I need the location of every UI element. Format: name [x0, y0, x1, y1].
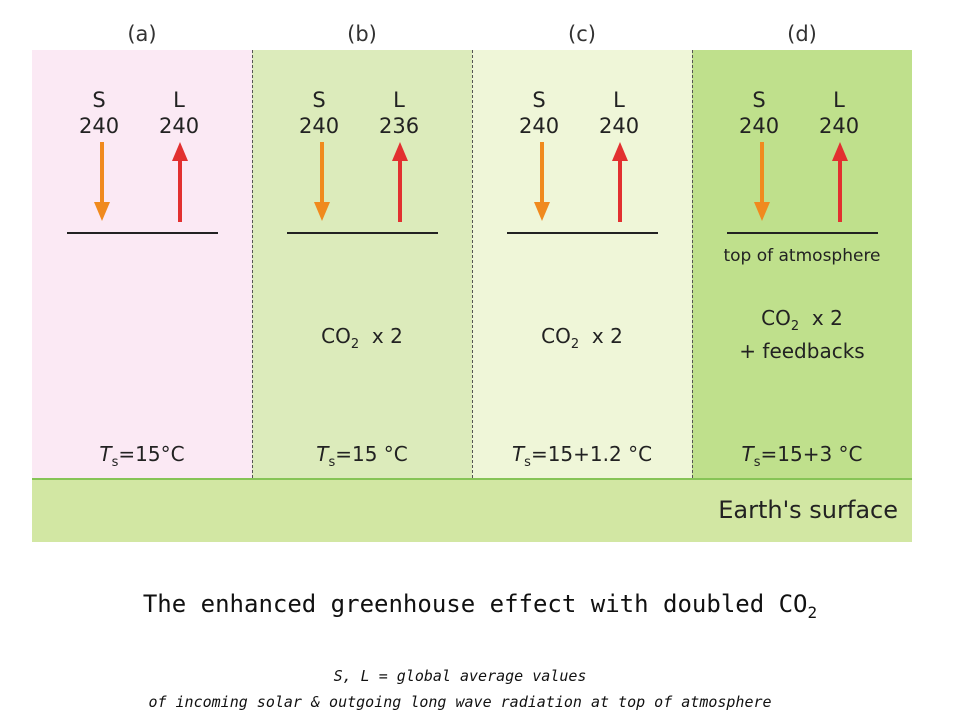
solar-value: 240 — [299, 114, 340, 138]
figure-caption: The enhanced greenhouse effect with doub… — [142, 590, 818, 622]
solar-value: 240 — [739, 114, 780, 138]
solar-value: 240 — [519, 114, 560, 138]
atmosphere-line — [727, 232, 878, 234]
longwave-letter: L — [833, 88, 845, 112]
panel-divider — [252, 50, 253, 478]
co2-label: CO2 x 2 — [761, 306, 843, 334]
solar-down-arrow-icon — [534, 142, 550, 221]
longwave-up-arrow-icon — [172, 142, 188, 222]
longwave-letter: L — [613, 88, 625, 112]
panel-label-c: (c) — [568, 22, 596, 46]
surface-temperature: Ts=15 °C — [316, 442, 408, 470]
co2-label: CO2 x 2 — [541, 324, 623, 352]
solar-down-arrow-icon — [314, 142, 330, 221]
co2-label: CO2 x 2 — [321, 324, 403, 352]
surface-temperature: Ts=15+3 °C — [741, 442, 863, 470]
longwave-up-arrow-icon — [832, 142, 848, 222]
panel-a: S L 240 240 Ts=15°C — [32, 50, 252, 478]
solar-down-arrow-icon — [754, 142, 770, 221]
panel-b: S L 240 236 CO2 x 2 Ts=15 °C — [252, 50, 472, 478]
atmosphere-line — [67, 232, 218, 234]
longwave-value: 240 — [599, 114, 640, 138]
longwave-value: 240 — [819, 114, 860, 138]
panel-divider — [692, 50, 693, 478]
panel-label-a: (a) — [127, 22, 157, 46]
feedbacks-label: + feedbacks — [739, 339, 865, 363]
earth-surface: Earth's surface — [32, 478, 912, 542]
earth-surface-label: Earth's surface — [718, 496, 898, 524]
panel-label-b: (b) — [347, 22, 377, 46]
atmosphere-label: top of atmosphere — [723, 246, 881, 266]
longwave-value: 240 — [159, 114, 200, 138]
surface-temperature: Ts=15+1.2 °C — [511, 442, 653, 470]
greenhouse-diagram: S L 240 240 Ts=15°C S L 240 236 CO2 x 2 … — [32, 50, 912, 542]
legend-note-line2: of incoming solar & outgoing long wave r… — [148, 693, 772, 711]
panel-label-d: (d) — [787, 22, 817, 46]
panel-divider — [472, 50, 473, 478]
solar-letter: S — [312, 88, 326, 112]
solar-letter: S — [532, 88, 546, 112]
longwave-letter: L — [393, 88, 405, 112]
atmosphere-line — [287, 232, 438, 234]
solar-letter: S — [752, 88, 766, 112]
solar-down-arrow-icon — [94, 142, 110, 221]
atmosphere-line — [507, 232, 658, 234]
solar-value: 240 — [79, 114, 120, 138]
panel-d: S L 240 240 top of atmosphere CO2 x 2 + … — [692, 50, 912, 478]
longwave-letter: L — [173, 88, 185, 112]
longwave-up-arrow-icon — [612, 142, 628, 222]
longwave-up-arrow-icon — [392, 142, 408, 222]
panel-c: S L 240 240 CO2 x 2 Ts=15+1.2 °C — [472, 50, 692, 478]
surface-temperature: Ts=15°C — [99, 442, 185, 470]
solar-letter: S — [92, 88, 106, 112]
legend-note-line1: S, L = global average values — [333, 667, 587, 685]
longwave-value: 236 — [379, 114, 420, 138]
